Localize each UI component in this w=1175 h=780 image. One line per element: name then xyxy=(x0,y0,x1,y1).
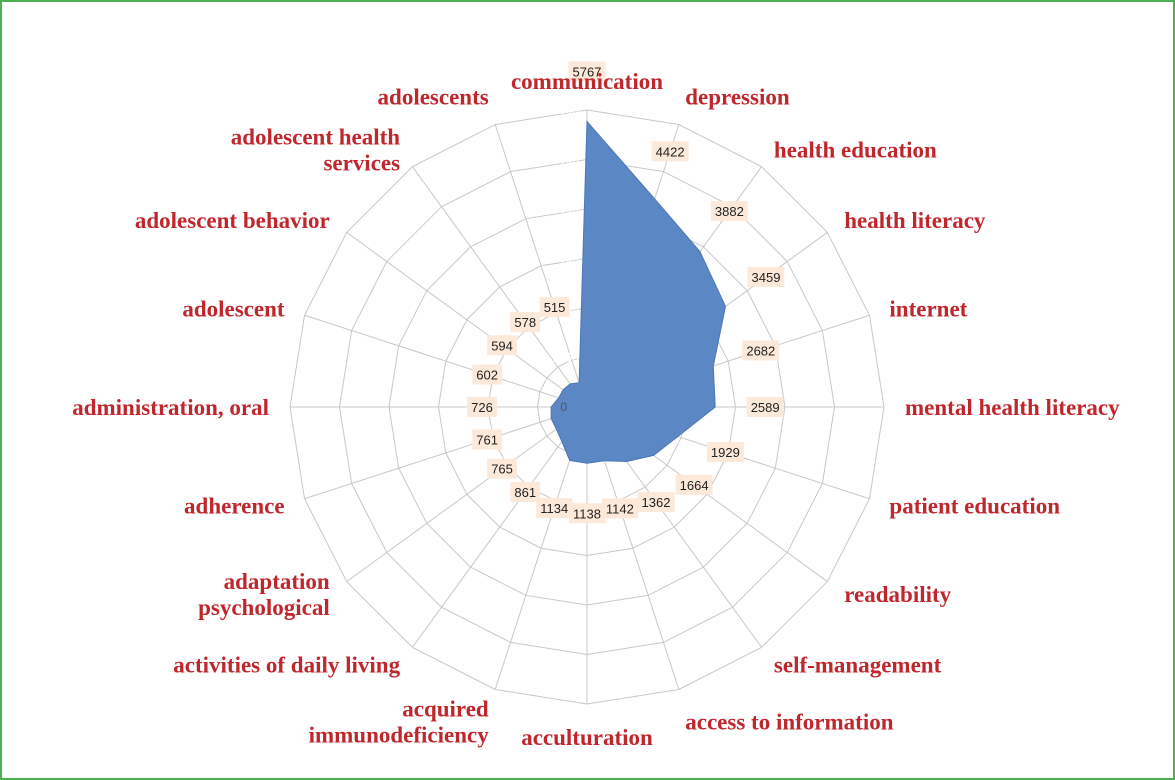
category-label: health education xyxy=(774,138,937,163)
value-label-text: 594 xyxy=(491,338,513,353)
value-label-box xyxy=(742,340,780,361)
category-label: adolescents xyxy=(378,85,489,110)
radar-area xyxy=(550,120,727,464)
value-label: 5767 xyxy=(568,61,606,82)
r-tick-label: 3000 xyxy=(552,252,579,266)
value-label-text: 761 xyxy=(476,432,498,447)
value-label: 765 xyxy=(487,458,517,479)
category-label: mental health literacy xyxy=(905,395,1120,420)
value-label-box xyxy=(568,61,606,82)
r-tick-label: 5000 xyxy=(552,153,579,167)
value-label-box xyxy=(601,498,638,519)
value-label: 2589 xyxy=(746,397,784,417)
value-label: 726 xyxy=(467,397,497,417)
value-label-text: 3459 xyxy=(752,270,781,285)
value-label-text: 5767 xyxy=(573,65,602,80)
value-label: 2682 xyxy=(742,340,780,361)
category-label: adolescent health services xyxy=(231,125,401,176)
value-label: 1142 xyxy=(601,498,638,519)
value-label-text: 765 xyxy=(491,462,513,477)
value-label-box xyxy=(487,458,517,479)
value-label: 761 xyxy=(472,429,502,450)
value-label-text: 1929 xyxy=(711,445,740,460)
spoke xyxy=(346,406,588,582)
category-label: depression xyxy=(685,85,790,110)
value-label-box xyxy=(651,141,689,162)
value-label-text: 861 xyxy=(514,485,536,500)
value-label-text: 4422 xyxy=(656,144,685,159)
value-label-box xyxy=(536,497,573,518)
value-label-text: 515 xyxy=(544,300,566,315)
value-label-box xyxy=(746,397,784,417)
spoke xyxy=(412,166,588,408)
value-label-text: 602 xyxy=(476,368,498,383)
value-label: 578 xyxy=(510,312,541,333)
category-label: adolescent behavior xyxy=(135,208,330,233)
value-label: 861 xyxy=(510,481,541,502)
value-label-box xyxy=(539,297,570,318)
value-label-text: 2682 xyxy=(746,344,775,359)
spoke xyxy=(494,124,588,408)
value-label: 602 xyxy=(472,364,502,385)
value-label: 1362 xyxy=(637,491,675,512)
value-label-box xyxy=(467,397,497,417)
r-tick-label: 0 xyxy=(560,400,567,414)
value-label-text: 1664 xyxy=(680,478,709,493)
category-label: readability xyxy=(844,582,951,607)
category-label: patient education xyxy=(889,493,1060,518)
value-label-text: 1138 xyxy=(573,506,601,521)
value-label-box xyxy=(510,481,541,502)
value-label-box xyxy=(637,491,675,512)
category-label: acquired immunodeficiency xyxy=(309,696,490,747)
value-label-box xyxy=(710,201,748,222)
value-label: 4422 xyxy=(651,141,689,162)
category-label: activities of daily living xyxy=(173,652,400,677)
category-label: adaptation psychological xyxy=(198,569,330,620)
value-label: 1929 xyxy=(706,441,744,462)
value-label: 594 xyxy=(487,335,517,356)
value-label-box xyxy=(487,335,517,356)
value-label: 515 xyxy=(539,297,570,318)
category-label: access to information xyxy=(685,709,893,734)
category-label: acculturation xyxy=(521,725,653,750)
value-label-text: 1134 xyxy=(540,501,568,516)
spoke xyxy=(412,406,588,648)
value-label-box xyxy=(747,266,785,287)
category-label: adolescent xyxy=(182,297,285,322)
r-tick-label: 6000 xyxy=(552,103,579,117)
value-label-text: 1142 xyxy=(606,501,634,516)
category-label: communication xyxy=(511,69,663,94)
value-label: 3882 xyxy=(710,201,748,222)
value-label-box xyxy=(510,312,541,333)
spoke xyxy=(304,314,588,408)
category-label: adherence xyxy=(184,493,285,518)
spoke xyxy=(346,232,588,408)
value-label-text: 1362 xyxy=(642,495,671,510)
value-label-text: 726 xyxy=(471,400,493,415)
category-label: self-management xyxy=(774,652,942,677)
value-label-box xyxy=(472,364,502,385)
value-label-text: 2589 xyxy=(751,400,780,415)
value-label-box xyxy=(675,474,713,495)
category-label: health literacy xyxy=(844,208,986,233)
value-label-text: 578 xyxy=(514,315,536,330)
value-label-box xyxy=(472,429,502,450)
value-label-text: 3882 xyxy=(715,204,744,219)
value-label: 3459 xyxy=(747,266,785,287)
category-label: administration, oral xyxy=(72,395,269,420)
value-label-box xyxy=(706,441,744,462)
value-label: 1134 xyxy=(536,497,573,518)
r-tick-label: 1000 xyxy=(552,351,579,365)
value-label-box xyxy=(569,503,605,524)
value-label: 1664 xyxy=(675,474,713,495)
r-tick-label: 4000 xyxy=(552,202,579,216)
value-label: 1138 xyxy=(569,503,605,524)
category-label: internet xyxy=(889,297,967,322)
spoke xyxy=(304,406,588,500)
